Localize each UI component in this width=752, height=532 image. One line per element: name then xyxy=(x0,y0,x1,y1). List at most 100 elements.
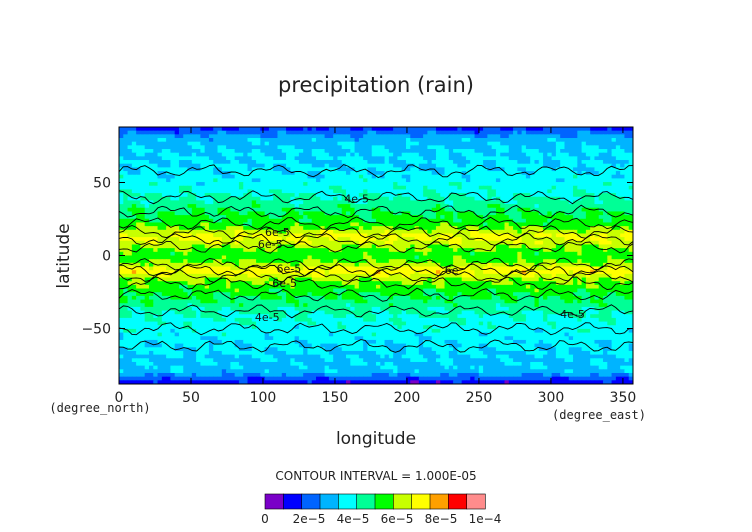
heatmap-cell xyxy=(148,233,154,238)
heatmap-cell xyxy=(264,277,270,282)
heatmap-cell xyxy=(448,178,454,183)
heatmap-cell xyxy=(136,218,142,224)
heatmap-cell xyxy=(573,185,578,191)
heatmap-cell xyxy=(157,233,163,238)
heatmap-cell xyxy=(418,134,424,139)
heatmap-cell xyxy=(551,248,557,253)
heatmap-cell xyxy=(410,185,416,191)
heatmap-cell xyxy=(243,130,249,135)
heatmap-cell xyxy=(196,138,201,143)
heatmap-cell xyxy=(346,189,351,194)
heatmap-cell xyxy=(517,196,523,202)
heatmap-cell xyxy=(423,145,428,150)
heatmap-cell xyxy=(525,160,531,165)
heatmap-cell xyxy=(470,130,476,135)
heatmap-cell xyxy=(564,193,570,198)
heatmap-cell xyxy=(615,207,621,213)
heatmap-cell xyxy=(273,160,279,165)
heatmap-cell xyxy=(230,193,236,198)
heatmap-cell xyxy=(573,149,578,154)
heatmap-cell xyxy=(166,200,171,205)
heatmap-cell xyxy=(384,273,390,279)
heatmap-cell xyxy=(423,149,428,154)
heatmap-cell xyxy=(178,226,184,231)
heatmap-cell xyxy=(543,259,548,264)
heatmap-cell xyxy=(543,171,548,176)
heatmap-cell xyxy=(166,196,171,202)
heatmap-cell xyxy=(243,270,249,275)
heatmap-cell xyxy=(495,226,501,231)
heatmap-cell xyxy=(230,185,236,191)
heatmap-cell xyxy=(448,251,454,257)
heatmap-cell xyxy=(376,127,381,132)
heatmap-cell xyxy=(491,160,497,165)
heatmap-cell xyxy=(178,237,184,242)
heatmap-cell xyxy=(298,266,304,271)
heatmap-cell xyxy=(405,240,411,246)
heatmap-cell xyxy=(397,226,403,231)
heatmap-cell xyxy=(388,156,394,161)
heatmap-cell xyxy=(123,251,129,257)
heatmap-cell xyxy=(448,200,454,205)
heatmap-cell xyxy=(174,182,180,187)
heatmap-cell xyxy=(208,149,214,154)
heatmap-cell xyxy=(196,156,201,161)
heatmap-cell xyxy=(513,189,518,194)
heatmap-cell xyxy=(273,189,279,194)
heatmap-cell xyxy=(307,185,313,191)
heatmap-cell xyxy=(577,152,583,157)
heatmap-cell xyxy=(136,233,142,238)
heatmap-cell xyxy=(350,174,356,179)
heatmap-cell xyxy=(513,270,518,275)
heatmap-cell xyxy=(350,233,356,238)
heatmap-cell xyxy=(226,200,231,205)
heatmap-cell xyxy=(513,196,518,202)
heatmap-cell xyxy=(350,255,356,260)
heatmap-cell xyxy=(620,248,626,253)
heatmap-cell xyxy=(303,204,309,209)
heatmap-cell xyxy=(247,152,253,157)
heatmap-cell xyxy=(461,189,467,194)
heatmap-cell xyxy=(401,193,407,198)
heatmap-cell xyxy=(273,255,279,260)
heatmap-cell xyxy=(230,233,236,238)
heatmap-cell xyxy=(247,189,253,194)
heatmap-cell xyxy=(560,185,566,191)
heatmap-cell xyxy=(418,156,424,161)
heatmap-cell xyxy=(393,226,399,231)
heatmap-cell xyxy=(457,149,463,154)
heatmap-cell xyxy=(153,127,159,132)
heatmap-cell xyxy=(170,204,176,209)
heatmap-cell xyxy=(423,204,428,209)
heatmap-cell xyxy=(423,248,428,253)
heatmap-cell xyxy=(431,189,437,194)
heatmap-cell xyxy=(316,178,321,183)
heatmap-cell xyxy=(264,215,270,220)
heatmap-cell xyxy=(251,277,257,282)
heatmap-cell xyxy=(465,211,471,216)
heatmap-cell xyxy=(277,193,283,198)
heatmap-cell xyxy=(448,193,454,198)
heatmap-cell xyxy=(530,273,536,279)
heatmap-cell xyxy=(247,149,253,154)
heatmap-cell xyxy=(196,189,201,194)
heatmap-cell xyxy=(474,185,480,191)
heatmap-cell xyxy=(607,130,613,135)
heatmap-cell xyxy=(358,185,364,191)
heatmap-cell xyxy=(144,189,150,194)
heatmap-cell xyxy=(277,215,283,220)
heatmap-cell xyxy=(598,251,604,257)
heatmap-cell xyxy=(243,178,249,183)
heatmap-cell xyxy=(607,174,613,179)
heatmap-cell xyxy=(286,152,291,157)
heatmap-cell xyxy=(234,240,240,246)
heatmap-cell xyxy=(487,171,493,176)
heatmap-cell xyxy=(268,178,274,183)
heatmap-cell xyxy=(148,266,154,271)
heatmap-cell xyxy=(123,160,129,165)
heatmap-cell xyxy=(594,211,600,216)
heatmap-cell xyxy=(247,141,253,146)
heatmap-cell xyxy=(590,145,596,150)
heatmap-cell xyxy=(350,171,356,176)
heatmap-cell xyxy=(414,178,420,183)
